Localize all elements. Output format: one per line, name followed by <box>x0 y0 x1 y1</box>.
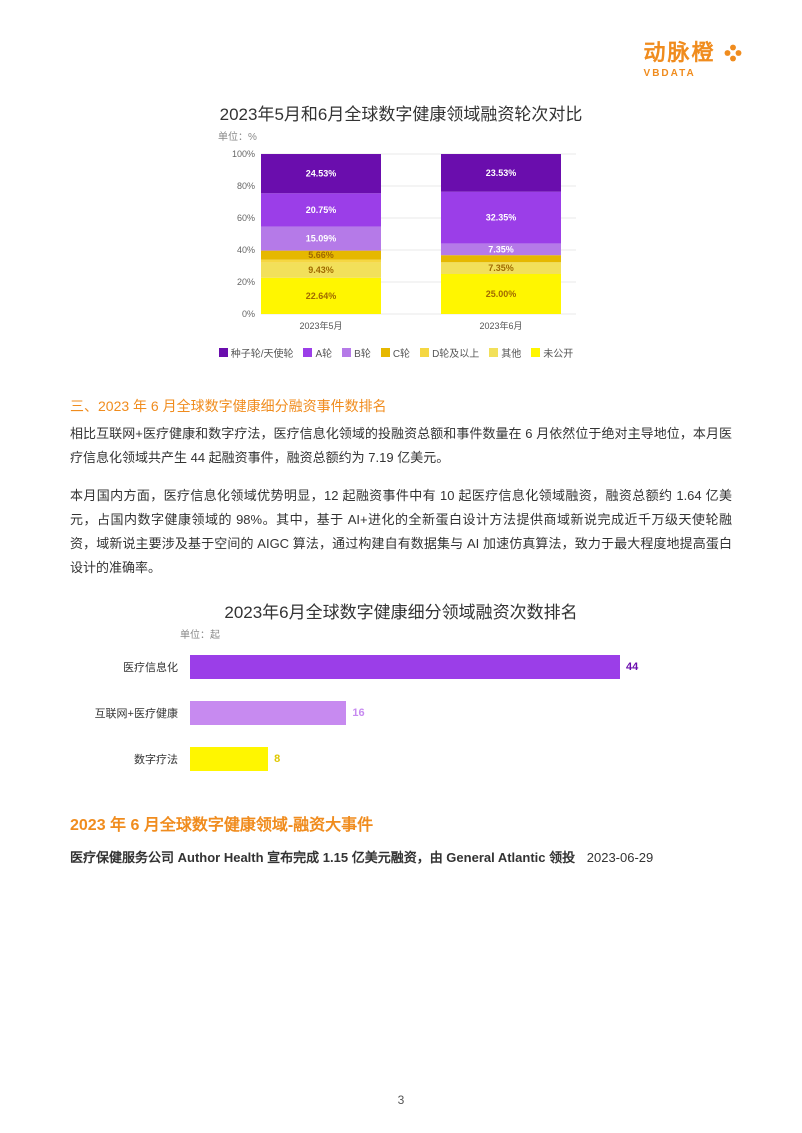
legend-swatch <box>381 348 390 357</box>
svg-text:80%: 80% <box>237 181 255 191</box>
chart2-title: 2023年6月全球数字健康细分领域融资次数排名 <box>70 598 732 623</box>
section3-heading: 三、2023 年 6 月全球数字健康细分融资事件数排名 <box>70 396 732 416</box>
hbar-track: 44 <box>190 655 732 679</box>
legend-label: C轮 <box>393 349 410 360</box>
svg-text:25.00%: 25.00% <box>486 289 517 299</box>
hbar-track: 8 <box>190 747 732 771</box>
legend-label: D轮及以上 <box>432 349 479 360</box>
chart2-unit: 单位：起 <box>180 626 732 641</box>
logo-text-en: VBDATA <box>644 69 744 79</box>
svg-text:20.75%: 20.75% <box>306 205 337 215</box>
svg-text:100%: 100% <box>232 149 255 159</box>
hbar-label: 互联网+医疗健康 <box>70 705 190 721</box>
hbar-row: 数字疗法 8 <box>70 747 732 771</box>
legend-swatch <box>219 348 228 357</box>
hbar-track: 16 <box>190 701 732 725</box>
svg-text:22.64%: 22.64% <box>306 291 337 301</box>
legend-swatch <box>420 348 429 357</box>
page-number: 3 <box>0 1093 802 1107</box>
event-row: 医疗保健服务公司 Author Health 宣布完成 1.15 亿美元融资，由… <box>70 847 732 866</box>
legend-swatch <box>342 348 351 357</box>
stacked-chart-block: 2023年5月和6月全球数字健康领域融资轮次对比 单位：% 0% 20% 40% 60… <box>70 100 732 360</box>
events-heading: 2023 年 6 月全球数字健康领域-融资大事件 <box>70 811 732 835</box>
chart1-unit: 单位：% <box>218 128 732 143</box>
svg-text:60%: 60% <box>237 213 255 223</box>
svg-text:40%: 40% <box>237 245 255 255</box>
svg-text:5.66%: 5.66% <box>308 250 334 260</box>
svg-text:32.35%: 32.35% <box>486 213 517 223</box>
brand-logo: 动脉橙 VBDATA <box>644 42 744 79</box>
legend-label: A轮 <box>315 349 332 360</box>
stacked-bar-chart: 0% 20% 40% 60% 80% 100% 22.64% 9.43% 5.66% 15.09%… <box>221 149 581 339</box>
svg-text:7.35%: 7.35% <box>488 263 514 273</box>
hbar-value: 16 <box>352 707 364 719</box>
chart1-title: 2023年5月和6月全球数字健康领域融资轮次对比 <box>70 100 732 125</box>
logo-flower-icon <box>722 42 744 68</box>
hbar-label: 数字疗法 <box>70 751 190 767</box>
section3-para1: 相比互联网+医疗健康和数字疗法，医疗信息化领域的投融资总额和事件数量在 6 月依… <box>70 422 732 470</box>
svg-text:7.35%: 7.35% <box>488 244 514 254</box>
legend-swatch <box>489 348 498 357</box>
hbar-row: 互联网+医疗健康 16 <box>70 701 732 725</box>
svg-text:24.53%: 24.53% <box>306 169 337 179</box>
hbar-label: 医疗信息化 <box>70 659 190 675</box>
legend-label: B轮 <box>354 349 371 360</box>
logo-text-cn: 动脉橙 <box>644 42 716 64</box>
legend-label: 其他 <box>501 349 521 360</box>
event-date: 2023-06-29 <box>587 850 654 865</box>
chart1-legend: 种子轮/天使轮 A轮 B轮 C轮 D轮及以上 其他 未公开 <box>70 345 732 360</box>
hbar-row: 医疗信息化 44 <box>70 655 732 679</box>
hbar-chart-block: 2023年6月全球数字健康细分领域融资次数排名 单位：起 医疗信息化 44 互联网+… <box>70 598 732 771</box>
svg-text:15.09%: 15.09% <box>306 234 337 244</box>
svg-text:9.43%: 9.43% <box>308 265 334 275</box>
svg-text:23.53%: 23.53% <box>486 168 517 178</box>
hbar-bar <box>190 701 346 725</box>
legend-label: 未公开 <box>543 349 573 360</box>
hbar-value: 8 <box>274 753 280 765</box>
hbar-container: 医疗信息化 44 互联网+医疗健康 16 数字疗法 8 <box>70 655 732 771</box>
event-text: 医疗保健服务公司 Author Health 宣布完成 1.15 亿美元融资，由… <box>70 850 575 865</box>
svg-text:2023年5月: 2023年5月 <box>299 320 342 331</box>
hbar-bar <box>190 655 620 679</box>
section3-para2: 本月国内方面，医疗信息化领域优势明显，12 起融资事件中有 10 起医疗信息化领… <box>70 484 732 580</box>
hbar-bar <box>190 747 268 771</box>
svg-text:2023年6月: 2023年6月 <box>479 320 522 331</box>
hbar-value: 44 <box>626 661 638 673</box>
svg-text:0%: 0% <box>242 309 255 319</box>
legend-label: 种子轮/天使轮 <box>231 349 294 360</box>
legend-swatch <box>303 348 312 357</box>
svg-text:20%: 20% <box>237 277 255 287</box>
legend-swatch <box>531 348 540 357</box>
